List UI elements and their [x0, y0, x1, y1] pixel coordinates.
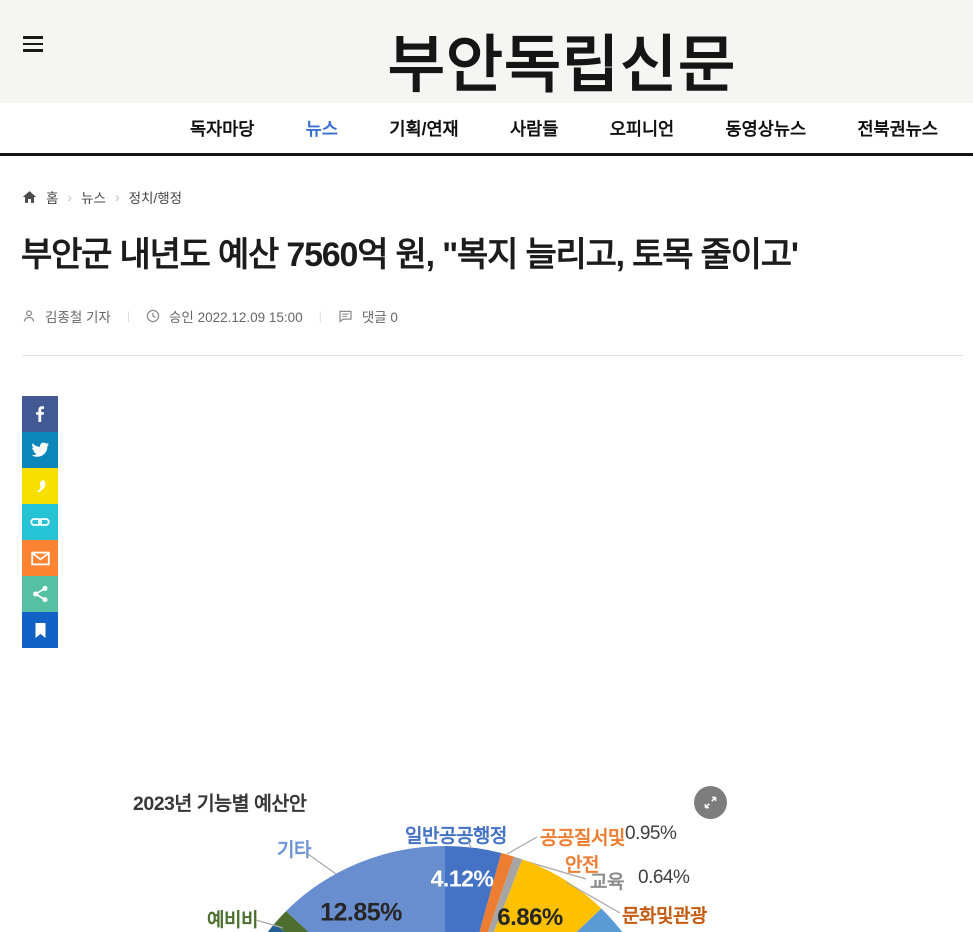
pie-name-예비비: 예비비: [207, 910, 258, 931]
pie-slice-문화및관광[interactable]: [445, 859, 602, 932]
expand-arrows-icon: [704, 796, 717, 809]
kakaostory-share-button[interactable]: [22, 468, 58, 504]
bookmark-button[interactable]: [22, 612, 58, 648]
pie-slice-환경[interactable]: [445, 908, 665, 932]
main-nav: 독자마당 뉴스 기획/연재 사람들 오피니언 동영상뉴스 전북권뉴스: [0, 103, 973, 156]
twitter-share-button[interactable]: [22, 432, 58, 468]
bookmark-icon: [33, 622, 48, 639]
share-nodes-icon: [32, 585, 49, 603]
share-bar: [22, 396, 58, 648]
divider: [22, 355, 963, 356]
article-title: 부안군 내년도 예산 7560억 원, "복지 늘리고, 토목 줄이고': [21, 236, 799, 274]
article-byline: 김종철 기자 | 승인 2022.12.09 15:00 | 댓글 0: [22, 306, 398, 326]
author-name[interactable]: 김종철 기자: [45, 310, 111, 325]
pie-name-문화및관광: 문화및관광: [622, 906, 707, 927]
share-other-button[interactable]: [22, 576, 58, 612]
pie-name-일반공공행정: 일반공공행정: [405, 826, 507, 847]
nav-item-5[interactable]: 동영상뉴스: [725, 118, 807, 139]
twitter-icon: [31, 442, 50, 458]
reporter-icon: [23, 310, 35, 322]
publish-date: 승인 2022.12.09 15:00: [168, 310, 303, 325]
nav-item-1[interactable]: 뉴스: [305, 118, 338, 139]
home-icon[interactable]: [22, 190, 37, 204]
budget-pie-chart: 2023년 기능별 예산안 일반공공행정 공공질서및 안전 0.95% 교육 0.64% 문…: [0, 380, 973, 932]
pie-name-교육: 교육: [590, 872, 624, 893]
chart-title: 2023년 기능별 예산안: [133, 793, 307, 815]
pie-svg: [255, 836, 665, 932]
breadcrumb-section[interactable]: 정치/행정: [128, 191, 183, 206]
expand-chart-button[interactable]: [694, 786, 727, 819]
site-header: 부안독립신문: [0, 0, 973, 103]
breadcrumb-separator: ›: [67, 189, 73, 205]
link-icon: [30, 515, 50, 529]
nav-item-6[interactable]: 전북권뉴스: [857, 118, 938, 139]
comment-icon: [339, 310, 352, 323]
site-logo[interactable]: 부안독립신문: [387, 28, 737, 101]
pie-name-공공질서및안전: 0.95%: [625, 823, 677, 844]
breadcrumb: 홈 › 뉴스 › 정치/행정: [22, 187, 182, 207]
pie-name-교육: 0.64%: [638, 867, 690, 888]
email-share-button[interactable]: [22, 540, 58, 576]
comment-count[interactable]: 댓글 0: [361, 310, 398, 325]
facebook-icon: [31, 405, 49, 423]
pie-slice-교육[interactable]: [445, 856, 523, 932]
nav-item-3[interactable]: 사람들: [510, 118, 559, 139]
nav-item-0[interactable]: 독자마당: [190, 118, 255, 139]
breadcrumb-news[interactable]: 뉴스: [81, 191, 106, 206]
hamburger-menu-icon[interactable]: [23, 36, 43, 52]
copy-link-button[interactable]: [22, 504, 58, 540]
breadcrumb-home[interactable]: 홈: [46, 191, 59, 206]
nav-item-4[interactable]: 오피니언: [609, 118, 675, 139]
envelope-icon: [30, 551, 50, 566]
facebook-share-button[interactable]: [22, 396, 58, 432]
pie-slice-공공질서및안전[interactable]: [445, 853, 514, 932]
pie-name-공공질서및안전: 공공질서및: [540, 828, 625, 849]
pie-name-예비비: 1.28%: [198, 930, 250, 932]
breadcrumb-separator: ›: [114, 189, 120, 205]
pie-slice-일반공공행정[interactable]: [445, 845, 502, 932]
kakaostory-comma-icon: [31, 477, 49, 495]
clock-icon: [146, 309, 160, 323]
pie-name-기타: 기타: [277, 840, 311, 861]
pie-slice-기타[interactable]: [286, 846, 445, 932]
nav-item-2[interactable]: 기획/연재: [389, 118, 459, 139]
